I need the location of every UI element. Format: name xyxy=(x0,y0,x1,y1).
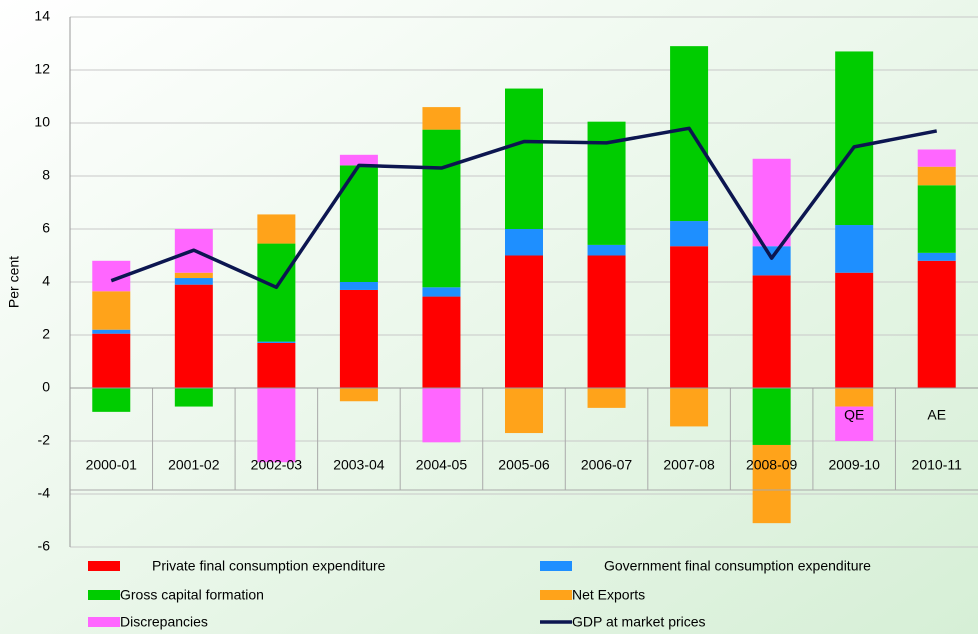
legend-label: GDP at market prices xyxy=(572,614,706,630)
y-tick-label: 2 xyxy=(42,326,50,342)
annotation: QE xyxy=(844,407,864,423)
legend-label: Net Exports xyxy=(572,587,645,603)
legend-label: Gross capital formation xyxy=(120,587,264,603)
legend-marker xyxy=(88,617,120,627)
x-tick-label: 2004-05 xyxy=(416,457,468,473)
bar-segment xyxy=(92,333,131,388)
bar-segment xyxy=(257,243,296,342)
bar-segment xyxy=(670,246,709,388)
bar-segment xyxy=(917,166,956,186)
x-tick-label: 2001-02 xyxy=(168,457,220,473)
bar-segment xyxy=(505,88,543,229)
bar-segment xyxy=(339,289,378,388)
legend-label: Private final consumption expenditure xyxy=(152,558,386,574)
bar-segment xyxy=(587,244,626,256)
y-tick-label: 6 xyxy=(42,220,50,236)
bar-segment xyxy=(174,284,213,388)
bar-segment xyxy=(835,51,874,226)
bar-segment xyxy=(257,214,296,244)
legend-marker xyxy=(540,590,572,600)
bar-segment xyxy=(752,246,791,276)
x-tick-label: 2002-03 xyxy=(251,457,303,473)
legend-marker xyxy=(88,561,120,571)
bar-segment xyxy=(587,255,626,388)
bar-segment xyxy=(339,154,378,166)
bar-segment xyxy=(917,149,956,167)
bar-segment xyxy=(917,260,956,388)
y-tick-label: -6 xyxy=(38,538,51,554)
annotation: AE xyxy=(927,407,946,423)
y-tick-label: -4 xyxy=(38,485,51,501)
bar-segment xyxy=(752,275,791,388)
x-tick-label: 2003-04 xyxy=(333,457,385,473)
bar-segment xyxy=(92,388,131,412)
legend-label: Government final consumption expenditure xyxy=(604,558,871,574)
bar-segment xyxy=(835,272,874,388)
bar-segment xyxy=(917,185,956,253)
bar-segment xyxy=(752,388,791,445)
y-tick-label: 10 xyxy=(34,114,50,130)
legend-marker xyxy=(540,561,572,571)
y-tick-label: 14 xyxy=(34,8,50,24)
bar-segment xyxy=(257,388,296,463)
bar-segment xyxy=(422,107,461,130)
bar-segment xyxy=(505,229,543,256)
bar-segment xyxy=(422,388,461,443)
y-tick-label: 4 xyxy=(42,273,50,289)
x-tick-label: 2000-01 xyxy=(86,457,138,473)
x-tick-label: 2005-06 xyxy=(498,457,550,473)
bar-segment xyxy=(835,225,874,273)
bar-segment xyxy=(505,255,543,388)
legend-marker xyxy=(88,590,120,600)
y-tick-label: 12 xyxy=(34,61,50,77)
bar-segment xyxy=(670,221,709,247)
bar-segment xyxy=(917,252,956,261)
y-axis-label: Per cent xyxy=(6,256,22,308)
gdp-line xyxy=(110,126,938,290)
bar-segment xyxy=(422,296,461,388)
bar-segment xyxy=(92,291,131,330)
bar-segment xyxy=(257,342,296,388)
bar-segment xyxy=(752,158,791,247)
bar-segment xyxy=(505,388,543,434)
bar-segment xyxy=(174,388,213,407)
y-tick-label: 8 xyxy=(42,167,50,183)
bar-segment xyxy=(752,444,791,524)
bar-segment xyxy=(257,341,296,343)
x-tick-label: 2009-10 xyxy=(828,457,880,473)
x-tick-label: 2008-09 xyxy=(746,457,798,473)
y-tick-label: -2 xyxy=(38,432,51,448)
bar-segment xyxy=(92,329,131,334)
x-tick-label: 2010-11 xyxy=(912,457,963,473)
bar-segment xyxy=(174,278,213,285)
y-tick-label: 0 xyxy=(42,379,50,395)
bar-segment xyxy=(835,406,874,441)
legend-label: Discrepancies xyxy=(120,614,208,630)
bar-segment xyxy=(339,282,378,290)
bar-segment xyxy=(587,388,626,408)
bar-segment xyxy=(422,287,461,297)
bar-segment xyxy=(670,46,709,222)
bar-segment xyxy=(422,129,461,288)
bar-segment xyxy=(835,388,874,407)
x-tick-label: 2007-08 xyxy=(663,457,715,473)
x-tick-label: 2006-07 xyxy=(581,457,633,473)
bar-segment xyxy=(670,388,709,427)
bar-segment xyxy=(174,272,213,279)
bar-segment xyxy=(339,388,378,402)
